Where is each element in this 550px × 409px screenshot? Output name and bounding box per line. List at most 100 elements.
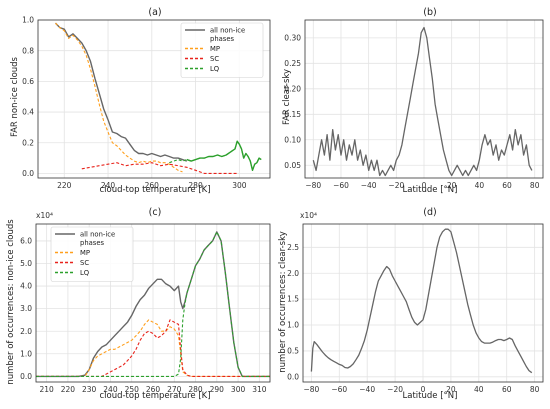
panel-a-y-ticks: 0.0 0.2 0.4 0.6 0.8 1.0 — [22, 16, 34, 178]
y-tick-label: 0.25 — [284, 59, 301, 68]
x-tick-label: 260 — [146, 385, 161, 394]
panel-c-y-ticks: 0.0 1.0 2.0 3.0 4.0 5.0 6.0 — [20, 237, 32, 381]
panel-a-y-label: FAR non-ice clouds — [10, 56, 20, 137]
panel-c-x-label: cloud-top temperature [K] — [99, 391, 210, 401]
panel-b-y-ticks: 0.05 0.10 0.15 0.20 0.25 0.30 — [284, 33, 301, 169]
x-tick-label: −60 — [333, 181, 349, 190]
x-tick-label: 290 — [210, 385, 225, 394]
legend-label: SC — [210, 55, 219, 63]
x-tick-label: 300 — [231, 385, 246, 394]
legend-label: LQ — [80, 269, 89, 277]
legend-frame — [180, 22, 264, 78]
x-tick-label: 20 — [446, 385, 456, 394]
panel-d-series-data-line — [310, 228, 533, 374]
legend-label: phases — [80, 239, 105, 247]
x-tick-label: 250 — [125, 385, 140, 394]
panel-c-plot-area — [35, 223, 271, 383]
panel-c-series-mp-line — [36, 319, 270, 377]
legend-label: all non-ice — [80, 230, 115, 238]
y-tick-label: 0.15 — [284, 110, 301, 119]
y-tick-label: 0.5 — [287, 347, 299, 356]
y-tick-label: 0.2 — [22, 138, 34, 147]
panel-d: (d) x10⁴ −80 −60 −40 −20 0 20 40 60 80 0.0 0.5 1.0… — [278, 207, 544, 401]
x-tick-label: 300 — [232, 181, 247, 190]
x-tick-label: −40 — [359, 385, 375, 394]
legend-label: phases — [210, 35, 235, 43]
panel-a-x-ticks: 220 240 260 280 300 — [57, 181, 247, 190]
panel-b-title: (b) — [423, 7, 436, 18]
y-tick-label: 0.10 — [284, 135, 301, 144]
panel-b-y-label: FAR clear-sky — [282, 69, 292, 125]
legend-frame — [50, 226, 134, 282]
x-tick-label: 260 — [145, 181, 160, 190]
panel-c-multiplier: x10⁴ — [36, 211, 53, 220]
panel-d-grid — [303, 224, 543, 382]
panel-d-frame — [302, 223, 544, 383]
panel-b-x-label: Latitude [°N] — [403, 185, 458, 195]
x-tick-label: 0 — [422, 181, 427, 190]
panel-a-series-all-non-ice-phases-line — [54, 22, 188, 162]
panel-c-frame — [35, 223, 271, 383]
panel-a-series-data-line — [186, 140, 262, 172]
panel-a: (a) 220 240 260 280 300 0.0 0.2 0.4 0.6 0.8 1.0 c… — [10, 7, 271, 195]
y-tick-label: 6.0 — [20, 237, 32, 246]
x-tick-label: 280 — [188, 385, 203, 394]
panel-a-frame — [37, 19, 271, 179]
x-tick-label: −20 — [388, 181, 404, 190]
x-tick-label: −40 — [361, 181, 377, 190]
x-tick-label: 280 — [188, 181, 203, 190]
panel-d-title: (d) — [423, 207, 436, 218]
x-tick-label: 20 — [447, 181, 457, 190]
panel-b: (b) −80 −60 −40 −20 0 20 40 60 80 0.050.100.150.… — [282, 7, 544, 195]
panel-c-series-sc-line — [36, 319, 270, 377]
panel-d-x-ticks: −80 −60 −40 −20 0 20 40 60 80 — [303, 385, 539, 394]
y-tick-label: 2.0 — [20, 327, 32, 336]
x-tick-label: 240 — [103, 385, 118, 394]
x-tick-label: 310 — [252, 385, 267, 394]
x-tick-label: 40 — [475, 181, 485, 190]
panel-a-series-sc-line — [81, 162, 238, 174]
legend-label: all non-ice — [210, 26, 245, 34]
y-tick-label: 0.0 — [20, 372, 32, 381]
y-tick-label: 0.0 — [287, 372, 299, 381]
panel-d-plot-area — [302, 223, 544, 383]
panel-d-x-label: Latitude [°N] — [403, 391, 458, 401]
panel-c-series-lq-line — [36, 231, 270, 377]
panel-b-x-ticks: −80 −60 −40 −20 0 20 40 60 80 — [305, 181, 539, 190]
y-tick-label: 4.0 — [20, 282, 32, 291]
y-tick-label: 0.20 — [284, 84, 301, 93]
x-tick-label: −80 — [303, 385, 319, 394]
panel-c-y-label: number of occurrences: non-ice clouds — [6, 219, 16, 385]
x-tick-label: 220 — [61, 385, 76, 394]
y-tick-label: 1.0 — [287, 321, 299, 330]
y-tick-label: 1.0 — [22, 16, 34, 25]
panel-b-plot-area — [304, 19, 544, 179]
x-tick-label: 240 — [101, 181, 116, 190]
x-tick-label: −80 — [305, 181, 321, 190]
y-tick-label: 0.05 — [284, 161, 301, 170]
panel-d-y-label: number of occurrences: clear-sky — [278, 231, 288, 372]
legend-label: MP — [210, 45, 220, 53]
panel-b-frame — [304, 19, 544, 179]
y-tick-label: 1.0 — [20, 349, 32, 358]
panel-a-plot-area — [37, 19, 271, 179]
panel-c-series-all-non-ice-phases-line — [36, 231, 270, 378]
x-tick-label: 40 — [474, 385, 484, 394]
panel-d-y-ticks: 0.0 0.5 1.0 1.5 2.0 2.5 — [287, 243, 299, 382]
y-tick-label: 5.0 — [20, 259, 32, 268]
y-tick-label: 2.5 — [287, 243, 299, 252]
panel-a-x-label: cloud-top temperature [K] — [99, 185, 210, 195]
panel-c-title: (c) — [149, 207, 162, 218]
y-tick-label: 0.6 — [22, 77, 34, 86]
x-tick-label: 80 — [530, 385, 540, 394]
y-tick-label: 0.0 — [22, 169, 34, 178]
x-tick-label: 210 — [39, 385, 54, 394]
y-tick-label: 0.8 — [22, 46, 34, 55]
x-tick-label: 60 — [502, 385, 512, 394]
y-tick-label: 0.30 — [284, 33, 301, 42]
x-tick-label: 220 — [57, 181, 72, 190]
legend-label: MP — [80, 249, 90, 257]
